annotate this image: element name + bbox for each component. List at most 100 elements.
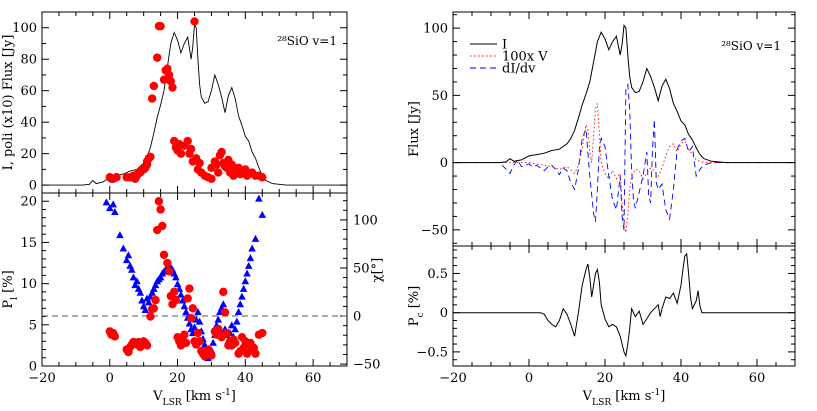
polarization-angle-point <box>124 251 133 259</box>
y-tick-label: 100 <box>12 21 37 36</box>
y-tick-label: 50 <box>353 261 370 276</box>
polarization-angle-point <box>231 325 239 333</box>
left-top-ylabel: I, poli (x10) Flux [Jy] <box>1 35 16 171</box>
polarization-angle-point <box>136 288 145 296</box>
polarized-flux-point <box>186 144 196 154</box>
polarization-angle-point <box>116 231 124 239</box>
polarization-angle-point <box>190 323 199 331</box>
polarized-flux-point <box>163 64 172 73</box>
polarized-flux-point <box>212 160 221 169</box>
y-tick-label: 20 <box>20 195 37 210</box>
linear-polarization-point <box>169 287 179 297</box>
polarization-angle-point <box>246 254 255 262</box>
x-tick-label: 60 <box>305 371 322 386</box>
polarization-angle-point <box>148 288 156 296</box>
linear-polarization-point <box>146 312 155 321</box>
isotope-annotation: ²⁸SiO v=1 <box>721 39 781 53</box>
polarization-angle-point <box>236 300 245 308</box>
x-tick-label: 0 <box>106 371 114 386</box>
polarization-angle-point <box>182 307 190 315</box>
legend-label: dI/dv <box>502 62 536 77</box>
linear-polarization-point <box>151 295 160 305</box>
polarized-flux-point <box>147 94 157 103</box>
x-tick-label: 40 <box>673 371 690 386</box>
linear-polarization-point <box>163 258 172 268</box>
y-tick-label: 100 <box>353 213 378 228</box>
polarization-angle-point <box>133 277 141 285</box>
y-tick-label: 0 <box>440 156 448 171</box>
polarization-angle-point <box>156 273 165 281</box>
polarization-angle-point <box>177 290 185 298</box>
y-tick-label: 0 <box>29 360 37 375</box>
linear-polarization-point <box>183 294 192 303</box>
right-xlabel: VLSR [km s-1] <box>582 388 666 408</box>
polarization-angle-point <box>244 261 253 269</box>
polarized-flux-point <box>183 136 192 146</box>
polarization-angle-point <box>255 194 263 202</box>
right-bottom-panel: −20 0 20 40 60 −0.5 0 0.5Pc [%] VLSR [km s-1] <box>407 245 796 408</box>
linear-polarization-point <box>230 338 240 348</box>
polarized-flux-point <box>217 147 226 157</box>
polarized-flux-point <box>149 81 159 91</box>
x-tick-label: 20 <box>597 371 614 386</box>
right-bottom-frame <box>452 245 796 367</box>
polarization-angle-point <box>251 234 260 242</box>
linear-polarization-point <box>188 304 198 313</box>
polarized-flux-point <box>146 152 155 161</box>
linear-polarization-point <box>207 351 216 360</box>
linear-polarization-point <box>220 308 230 317</box>
y-tick-label: 50 <box>431 89 448 104</box>
polarization-angle-point <box>105 204 114 212</box>
polarized-flux-point <box>168 83 177 92</box>
polarization-angle-point <box>238 292 246 300</box>
polarization-angle-point <box>234 307 243 315</box>
linear-polarization-point <box>186 314 196 323</box>
polarization-angle-point <box>180 302 189 310</box>
polarization-angle-point <box>109 200 117 208</box>
polarized-flux-point <box>166 77 175 86</box>
y-tick-label: 80 <box>20 53 37 68</box>
polarized-flux-point <box>207 174 216 184</box>
left-xlabel: VLSR [km s-1] <box>152 388 236 408</box>
legend-label: I <box>502 38 507 53</box>
x-tick-label: 60 <box>749 371 766 386</box>
polarization-angle-point <box>138 296 146 304</box>
polarized-flux-point <box>164 70 174 80</box>
linear-polarization-point <box>156 205 165 214</box>
isotope-annotation: ²⁸SiO v=1 <box>277 34 337 48</box>
polarization-angle-point <box>122 256 131 264</box>
left-top-panel: 0 20 40 60 80 100 ²⁸SiO v=1 I, poli (x10) Flux … <box>1 11 348 194</box>
y-tick-label: 0.5 <box>427 267 448 282</box>
polarized-flux-point <box>112 173 121 182</box>
x-tick-label: −20 <box>439 371 466 386</box>
polarization-angle-point <box>141 306 150 314</box>
polarization-angle-point <box>178 296 187 304</box>
x-tick-label: 20 <box>169 371 186 386</box>
series-line-stokes-i <box>453 24 795 164</box>
polarization-angle-point <box>151 281 160 289</box>
y-tick-label: 60 <box>20 84 37 99</box>
y-tick-label: −50 <box>421 223 448 238</box>
y-tick-label: 15 <box>20 236 37 251</box>
linear-polarization-point <box>142 341 152 350</box>
linear-polarization-point <box>258 328 267 338</box>
y-tick-label: 40 <box>20 116 37 131</box>
polarization-angle-point <box>195 317 204 325</box>
x-tick-label: 40 <box>237 371 254 386</box>
left-bottom-ylabel-right: χ[°] <box>370 258 385 283</box>
y-tick-label: −50 <box>353 358 380 373</box>
polarization-angle-point <box>241 277 250 285</box>
polarized-flux-point <box>190 17 199 26</box>
linear-polarization-point <box>159 250 169 259</box>
polarization-angle-point <box>119 244 128 252</box>
linear-polarization-point <box>180 330 189 339</box>
polarization-angle-point <box>131 281 139 289</box>
y-tick-label: −0.5 <box>416 345 448 360</box>
linear-polarization-point <box>154 197 164 206</box>
legend-label: 100x V <box>502 50 548 65</box>
linear-polarization-point <box>219 287 228 297</box>
linear-polarization-point <box>195 337 204 346</box>
polarization-angle-point <box>129 273 138 281</box>
